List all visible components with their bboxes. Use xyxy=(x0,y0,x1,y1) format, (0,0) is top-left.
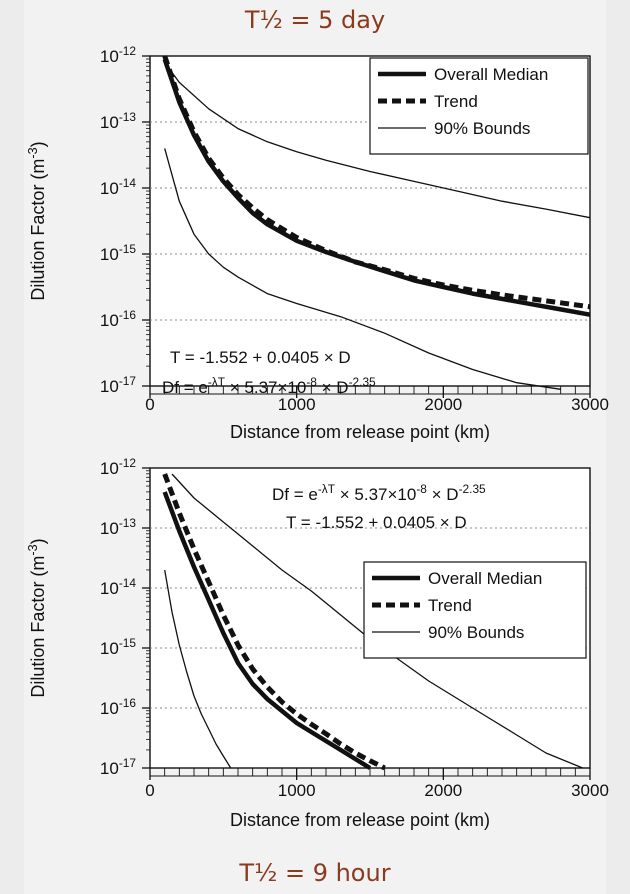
x-tick-label: 3000 xyxy=(571,781,609,800)
series-line-lower-bound xyxy=(164,148,561,390)
y-tick-label: 10-16 xyxy=(100,696,136,718)
legend-label: 90% Bounds xyxy=(428,623,524,642)
y-tick-label: 10-15 xyxy=(100,636,136,658)
series-line-overall-median xyxy=(162,491,372,770)
legend-label: Trend xyxy=(434,92,478,111)
y-tick-label: 10-13 xyxy=(100,110,136,132)
y-axis-label: Dilution Factor (m-3) xyxy=(26,538,48,697)
x-axis-label: Distance from release point (km) xyxy=(230,422,490,442)
x-axis-label: Distance from release point (km) xyxy=(230,810,490,830)
caption-bottom: T½ = 9 hour xyxy=(239,859,391,887)
x-tick-label: 1000 xyxy=(278,395,316,414)
caption-top: T½ = 5 day xyxy=(244,6,386,34)
chart-top: 10-12 10-13 10-14 10-15 10-16 10-17 0 1000 2000 3… xyxy=(26,44,609,442)
y-tick-label: 10-17 xyxy=(100,756,136,778)
y-tick-label: 10-13 xyxy=(100,516,136,538)
series-line-lower-bound xyxy=(164,569,232,769)
series-line-trend xyxy=(162,473,386,771)
left-margin xyxy=(0,0,24,894)
right-margin xyxy=(606,0,630,894)
x-tick-label: 3000 xyxy=(571,395,609,414)
y-tick-label: 10-12 xyxy=(100,44,136,66)
legend-label: Trend xyxy=(428,596,472,615)
formula-annotation: Df = e-λT × 5.37×10-8 × D-2.35 xyxy=(272,482,486,504)
y-tick-label: 10-12 xyxy=(100,456,136,478)
formula-annotation: T = -1.552 + 0.0405 × D xyxy=(170,348,351,367)
x-tick-label: 2000 xyxy=(424,781,462,800)
legend-label: Overall Median xyxy=(428,569,542,588)
y-tick-label: 10-16 xyxy=(100,308,136,330)
y-tick-label: 10-17 xyxy=(100,374,136,396)
x-tick-label: 0 xyxy=(145,395,154,414)
formula-annotation: Df = e-λT × 5.37×10-8 × D-2.35 xyxy=(162,375,376,397)
y-tick-label: 10-15 xyxy=(100,242,136,264)
y-axis-label: Dilution Factor (m-3) xyxy=(26,141,48,300)
formula-annotation: T = -1.552 + 0.0405 × D xyxy=(286,513,467,532)
y-tick-label: 10-14 xyxy=(100,176,136,198)
x-tick-label: 0 xyxy=(145,781,154,800)
legend-label: Overall Median xyxy=(434,65,548,84)
legend-label: 90% Bounds xyxy=(434,119,530,138)
y-tick-label: 10-14 xyxy=(100,576,136,598)
chart-bottom: 10-12 10-13 10-14 10-15 10-16 10-17 0 1000 2000 3… xyxy=(26,456,609,830)
x-tick-label: 1000 xyxy=(278,781,316,800)
series-line-90-bounds xyxy=(164,62,591,219)
x-tick-label: 2000 xyxy=(424,395,462,414)
